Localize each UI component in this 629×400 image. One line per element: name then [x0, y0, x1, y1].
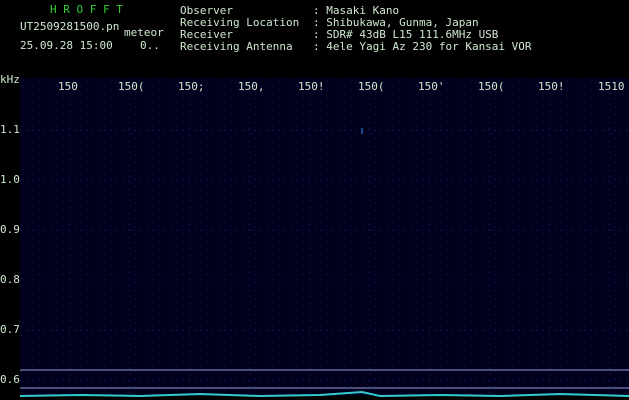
x-tick-label: 150	[58, 80, 78, 93]
info-value: : Masaki Kano	[313, 4, 399, 17]
info-label: Receiver	[180, 28, 233, 41]
x-tick-label: 150(	[118, 80, 145, 93]
info-value: : 4ele Yagi Az 230 for Kansai VOR	[313, 40, 532, 53]
tag: meteor	[124, 26, 164, 39]
y-tick-label: 0.9	[0, 223, 20, 236]
app-title: H R O F F T	[50, 3, 123, 16]
x-tick-label: 150(	[358, 80, 385, 93]
datetime: 25.09.28 15:00	[20, 39, 113, 52]
x-tick-label: 150(	[478, 80, 505, 93]
file-name: UT2509281500.pn	[20, 20, 119, 33]
info-label: Observer	[180, 4, 233, 17]
info-label: Receiving Antenna	[180, 40, 293, 53]
x-tick-label: 150!	[298, 80, 325, 93]
y-tick-label: 0.7	[0, 323, 20, 336]
y-tick-label: 0.8	[0, 273, 20, 286]
x-tick-label: 150'	[418, 80, 445, 93]
x-tick-label: 1510	[598, 80, 625, 93]
info-value: : Shibukawa, Gunma, Japan	[313, 16, 479, 29]
info-label: Receiving Location	[180, 16, 299, 29]
signal-trace	[19, 390, 629, 398]
y-tick-label: 1.0	[0, 173, 20, 186]
plot-area	[20, 78, 629, 396]
y-tick-label: 1.1	[0, 123, 20, 136]
info-value: : SDR# 43dB L15 111.6MHz USB	[313, 28, 499, 41]
y-tick-label: 0.6	[0, 373, 20, 386]
x-tick-label: 150,	[238, 80, 265, 93]
x-tick-label: 150!	[538, 80, 565, 93]
counter: 0..	[140, 39, 160, 52]
x-tick-label: 150;	[178, 80, 205, 93]
unit-label: kHz	[0, 73, 20, 86]
